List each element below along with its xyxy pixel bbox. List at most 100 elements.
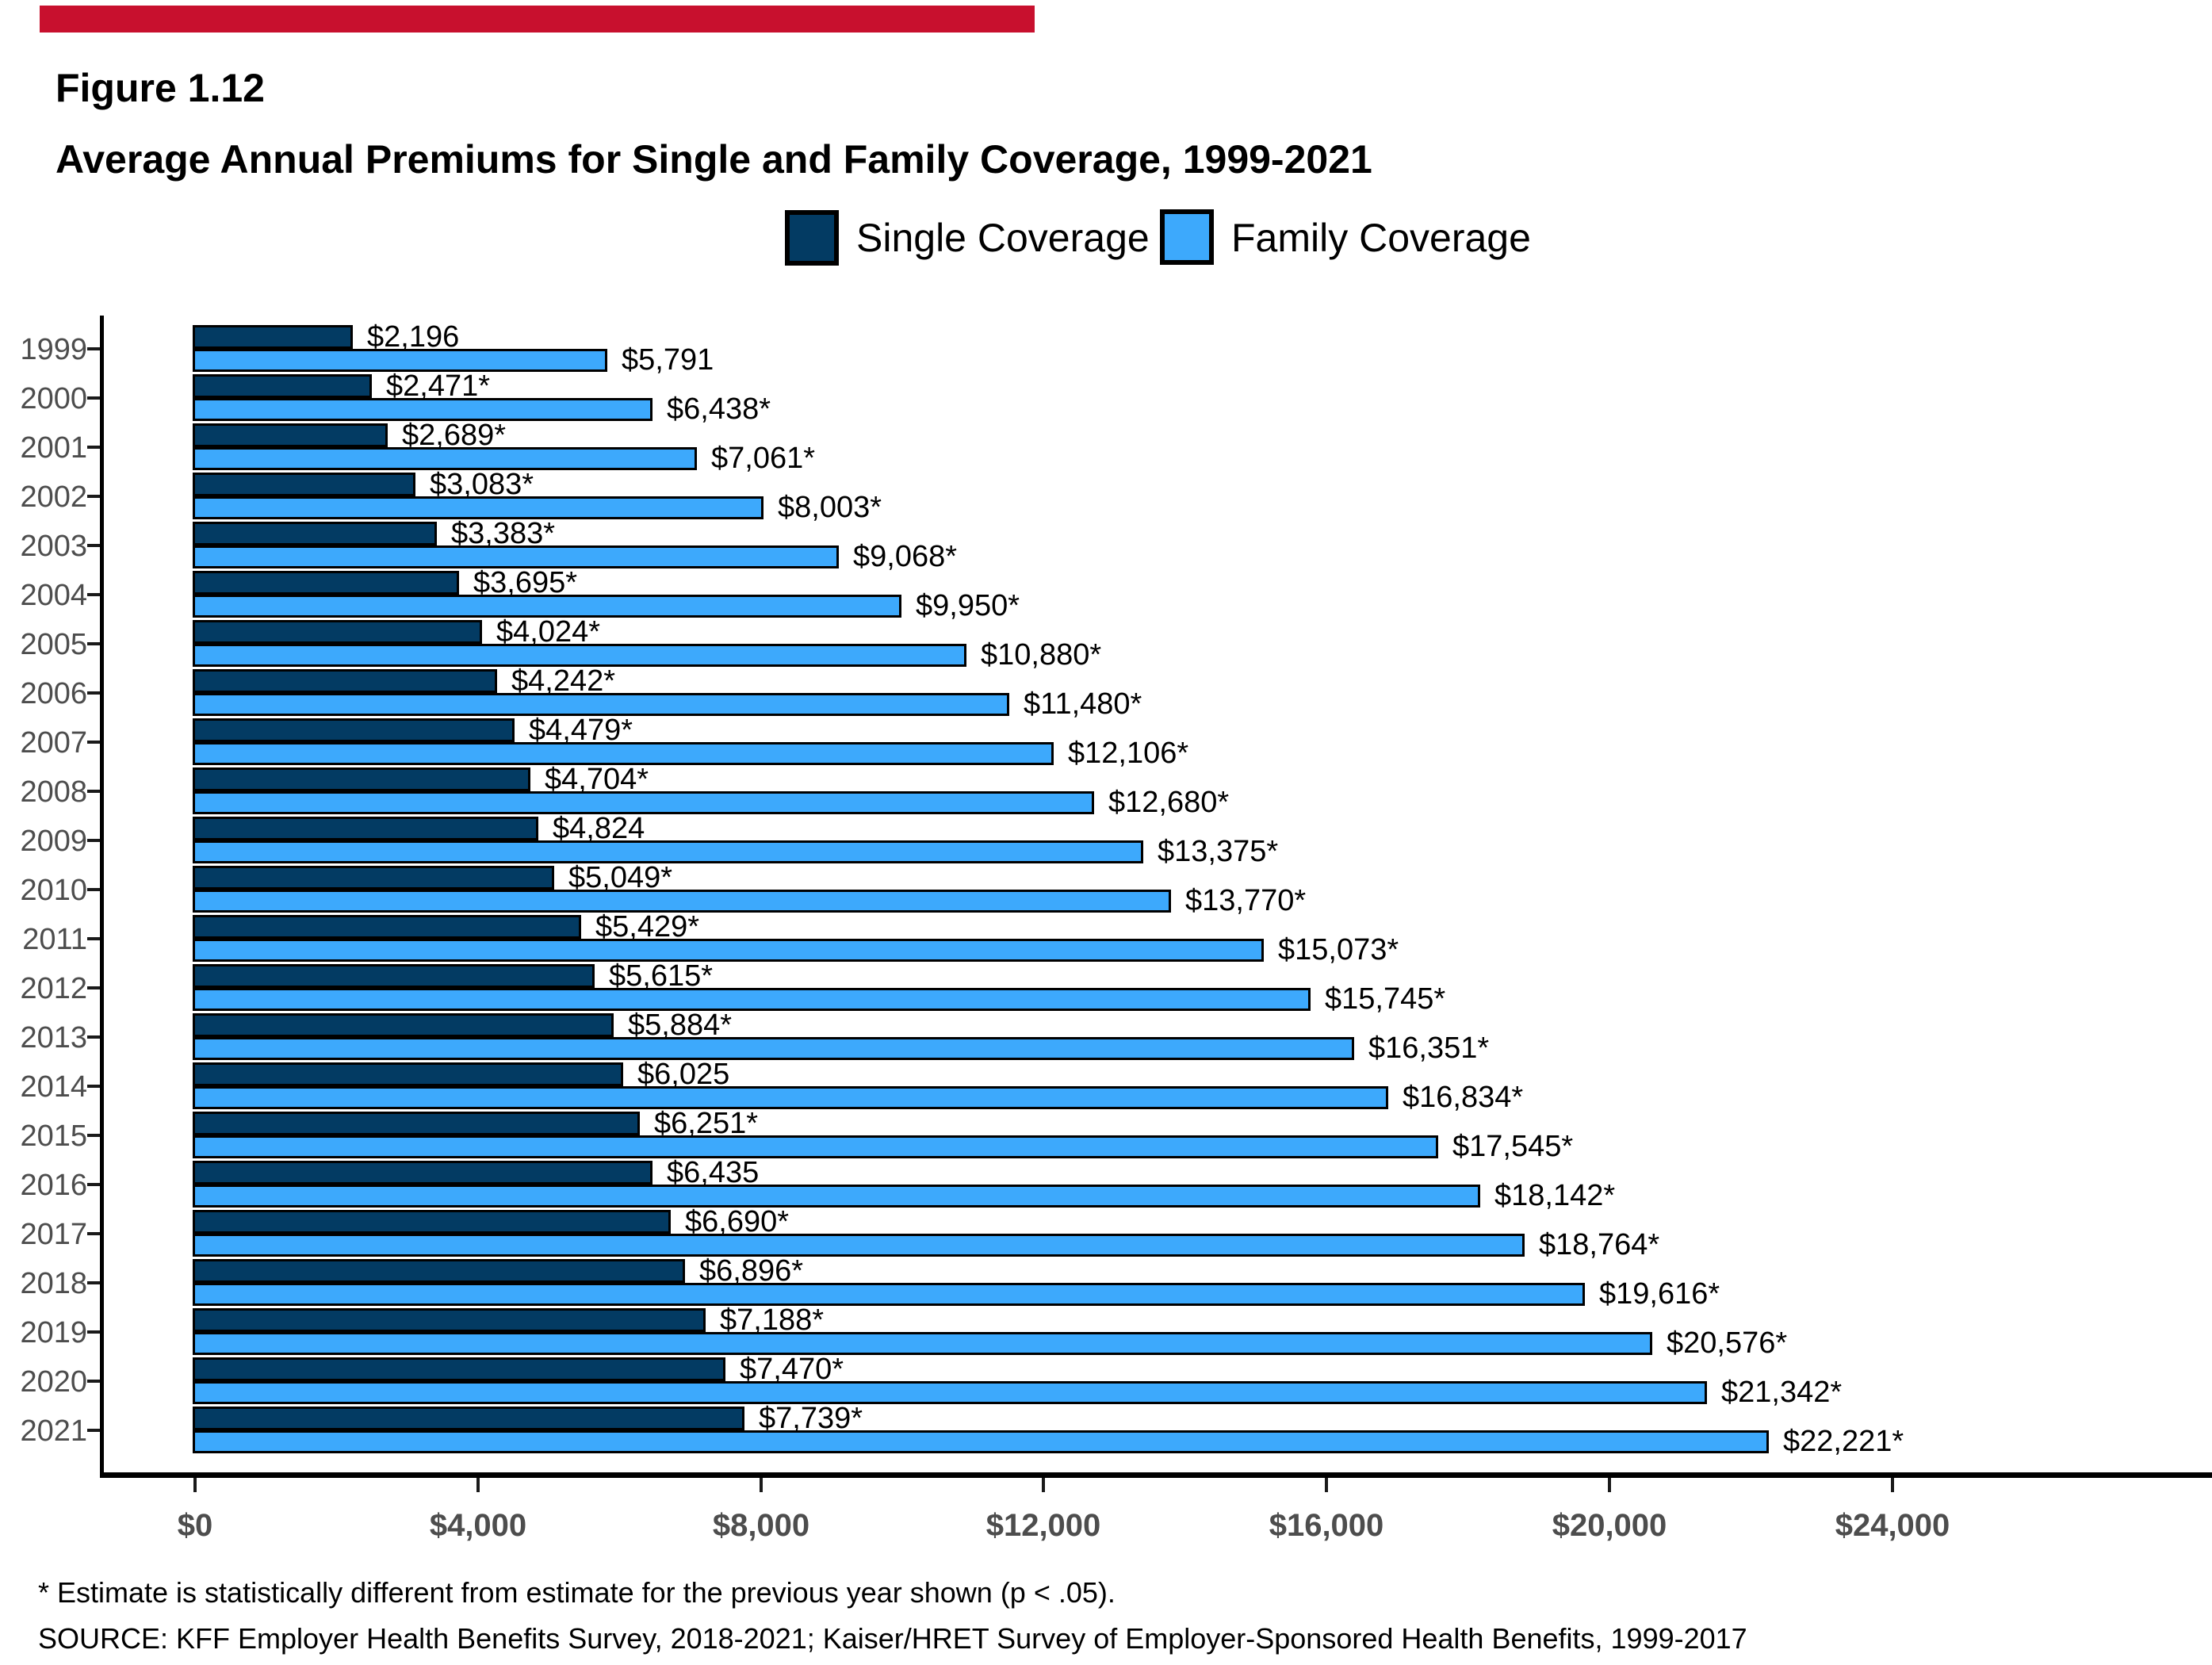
bar-family-2017 [193,1234,1525,1257]
bar-single-2000 [193,374,372,398]
bar-family-2015 [193,1135,1438,1158]
legend-label-family: Family Coverage [1231,216,1531,260]
year-label-2013: 2013 [20,1021,87,1054]
x-tick-0 [193,1478,197,1492]
year-label-2001: 2001 [20,431,87,465]
year-label-2020: 2020 [20,1365,87,1399]
bar-family-2004 [193,595,901,618]
footnote-significance: * Estimate is statistically different fr… [38,1576,1116,1609]
bar-single-2019 [193,1308,706,1332]
year-tick-2016 [87,1183,100,1186]
year-label-2007: 2007 [20,726,87,760]
year-tick-2006 [87,691,100,695]
value-label-single-2002: $3,083* [430,467,534,501]
year-label-2003: 2003 [20,530,87,563]
bar-family-1999 [193,349,607,372]
value-label-family-2014: $16,834* [1403,1081,1524,1114]
bar-family-2016 [193,1185,1480,1208]
value-label-family-2002: $8,003* [778,491,882,524]
bar-single-2002 [193,473,415,496]
y-axis-line [100,316,104,1478]
bar-family-2018 [193,1283,1585,1306]
value-label-single-2004: $3,695* [473,565,578,599]
bar-family-2012 [193,988,1311,1011]
year-tick-2009 [87,839,100,842]
bar-family-2005 [193,644,966,667]
value-label-single-2015: $6,251* [654,1106,759,1140]
legend-swatch-family [1160,209,1214,265]
x-tick-1 [476,1478,480,1492]
year-tick-2019 [87,1330,100,1334]
year-tick-2003 [87,544,100,547]
bar-single-2005 [193,620,482,644]
value-label-single-2009: $4,824 [553,811,645,845]
x-tick-label-0: $0 [177,1508,213,1543]
year-tick-2010 [87,888,100,891]
year-tick-2001 [87,446,100,449]
year-tick-2014 [87,1085,100,1088]
bar-family-2019 [193,1332,1652,1355]
year-label-2011: 2011 [22,923,87,956]
x-tick-label-5: $20,000 [1552,1508,1667,1543]
bar-family-2010 [193,890,1171,913]
value-label-single-2006: $4,242* [511,664,616,698]
bar-single-2001 [193,423,388,447]
bar-family-2003 [193,545,839,568]
bar-single-2003 [193,522,437,545]
year-tick-2020 [87,1380,100,1383]
year-label-2015: 2015 [20,1120,87,1153]
year-label-1999: 1999 [20,333,87,366]
year-label-2014: 2014 [20,1070,87,1104]
bar-single-2006 [193,669,497,693]
bar-single-2017 [193,1210,671,1234]
year-label-2005: 2005 [20,628,87,661]
value-label-family-2021: $22,221* [1783,1425,1904,1458]
year-label-2004: 2004 [20,579,87,612]
bar-single-2013 [193,1013,614,1037]
year-tick-2000 [87,396,100,400]
x-tick-3 [1042,1478,1045,1492]
value-label-single-2001: $2,689* [402,418,507,452]
bar-single-2007 [193,718,515,742]
x-tick-4 [1325,1478,1328,1492]
bar-family-2013 [193,1037,1354,1060]
bar-single-2020 [193,1357,725,1381]
year-label-2012: 2012 [20,972,87,1005]
value-label-family-2001: $7,061* [711,442,816,475]
value-label-family-2007: $12,106* [1068,737,1189,770]
year-label-2008: 2008 [20,775,87,809]
value-label-single-2000: $2,471* [386,369,491,403]
x-tick-label-6: $24,000 [1835,1508,1950,1543]
year-label-2002: 2002 [20,480,87,514]
year-tick-2021 [87,1429,100,1432]
year-tick-2017 [87,1232,100,1235]
value-label-single-2012: $5,615* [609,959,714,993]
value-label-single-1999: $2,196 [367,320,460,354]
year-label-2018: 2018 [20,1267,87,1300]
year-tick-2007 [87,741,100,744]
value-label-single-2007: $4,479* [529,713,633,747]
bar-family-2014 [193,1086,1388,1109]
value-label-family-2011: $15,073* [1278,933,1399,966]
year-tick-2018 [87,1281,100,1284]
year-label-2016: 2016 [20,1169,87,1202]
value-label-single-2013: $5,884* [628,1008,733,1042]
x-tick-label-1: $4,000 [429,1508,527,1543]
value-label-single-2014: $6,025 [637,1057,730,1091]
value-label-single-2019: $7,188* [720,1303,825,1337]
x-tick-2 [760,1478,763,1492]
bar-single-2012 [193,964,595,988]
bar-single-1999 [193,325,353,349]
value-label-family-2013: $16,351* [1368,1032,1490,1065]
legend-swatch-single [785,210,839,266]
value-label-family-2020: $21,342* [1721,1376,1843,1409]
value-label-family-2003: $9,068* [853,540,958,573]
value-label-family-2008: $12,680* [1108,786,1230,819]
bar-single-2008 [193,767,530,791]
legend-label-single: Single Coverage [856,216,1150,260]
value-label-family-2010: $13,770* [1185,884,1307,917]
value-label-single-2011: $5,429* [595,909,700,944]
value-label-family-2018: $19,616* [1599,1277,1720,1311]
year-label-2006: 2006 [20,677,87,710]
value-label-family-2016: $18,142* [1494,1179,1616,1212]
